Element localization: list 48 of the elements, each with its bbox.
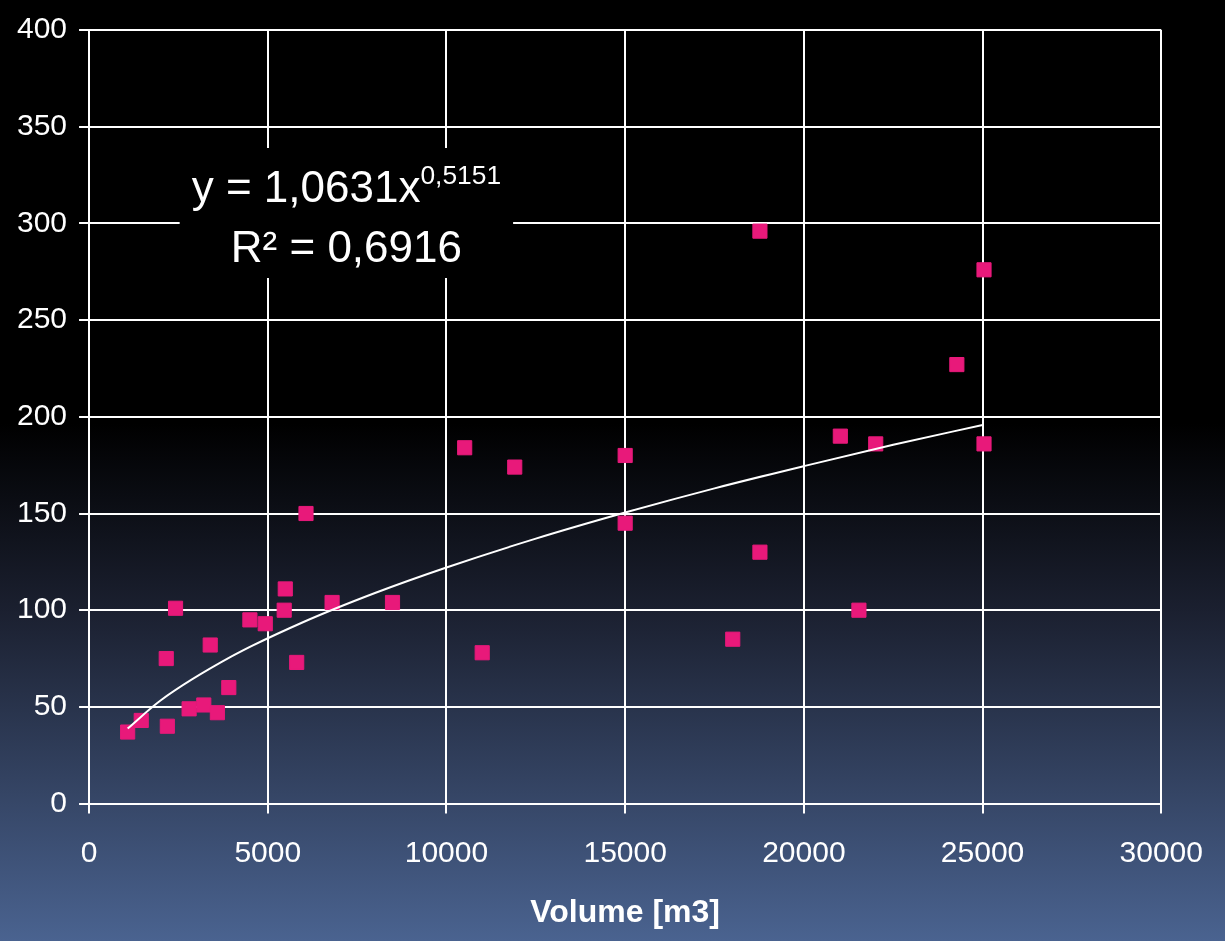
annotation: R² = 0,6916 [230,222,462,271]
point [159,718,175,734]
point [277,581,293,597]
point [196,697,212,713]
point [221,679,237,696]
point [457,440,473,456]
y-tick-label: 0 [50,784,68,818]
point [752,223,768,239]
point [976,436,992,452]
point [384,594,401,611]
y-tick-label: 350 [16,107,68,141]
y-tick-label: 100 [16,591,68,625]
y-tick-label: 200 [16,398,68,432]
y-tick-label: 250 [16,301,68,335]
point [242,612,258,628]
point [851,602,867,618]
x-tick-label: 15000 [583,834,667,868]
point [120,724,136,740]
y-tick-label: 150 [16,494,68,528]
point [158,650,174,667]
point [832,428,848,444]
point [298,505,314,522]
x-tick-label: 25000 [940,834,1025,868]
point [752,544,768,560]
x-tick-label: 0 [80,834,98,868]
point [209,705,225,721]
point [324,594,340,611]
point [202,637,218,653]
point [474,645,490,661]
x-tick-label: 20000 [762,834,846,868]
point [181,701,197,717]
point [257,616,273,632]
x-tick-label: 30000 [1119,834,1204,868]
x-tick-label: 5000 [234,834,302,868]
point [507,459,523,475]
point [976,262,992,278]
point [725,631,741,647]
point [289,654,305,670]
point [949,357,965,373]
point [617,515,633,531]
y-tick-label: 300 [16,204,68,238]
point [617,447,633,464]
point [276,602,292,618]
x-axis-title: Volume [m3] [530,892,720,929]
y-tick-label: 50 [33,688,68,722]
x-tick-label: 10000 [404,834,489,868]
point [167,600,184,616]
y-tick-label: 400 [16,11,68,45]
